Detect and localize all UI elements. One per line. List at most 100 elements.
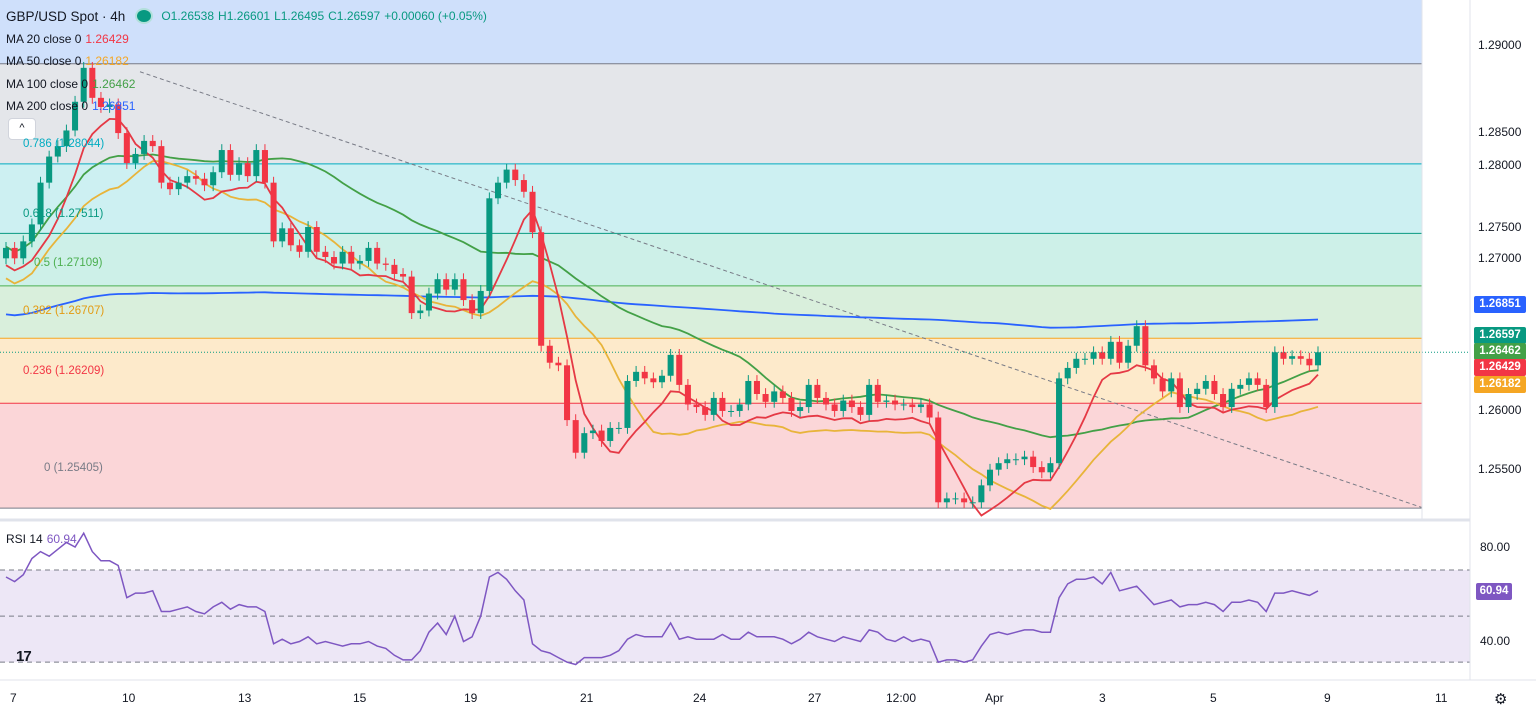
price-tick: 1.27000 [1478, 251, 1522, 265]
candle-body [1159, 378, 1166, 392]
candle-body [469, 300, 476, 314]
candle [788, 392, 795, 417]
candle [1056, 372, 1063, 470]
candle-body [866, 384, 873, 415]
candle [1254, 372, 1261, 391]
candle [443, 273, 450, 296]
candle [1211, 375, 1218, 400]
candle-body [123, 133, 130, 164]
fib-zone [0, 63, 1422, 164]
candle [1306, 352, 1313, 372]
fib-zone [0, 0, 1422, 64]
candle [287, 222, 294, 252]
candle [797, 401, 804, 417]
candle [822, 392, 830, 411]
candle-body [236, 163, 243, 175]
candle [883, 394, 890, 408]
candle-body [1202, 380, 1209, 389]
ohlc-low: L1.26495 [274, 9, 325, 23]
candle [339, 245, 346, 270]
candle-body [1021, 456, 1028, 460]
candle-body [1228, 388, 1235, 408]
candle [305, 221, 312, 258]
time-tick: 27 [808, 691, 822, 705]
candle [1271, 346, 1278, 413]
candle-body [874, 384, 881, 402]
candle-body [1263, 384, 1270, 408]
indicator-ma100[interactable]: MA 100 close 0 1.26462 [4, 74, 137, 94]
candle-body [1168, 378, 1175, 392]
candle [236, 157, 243, 181]
candle-body [1081, 358, 1088, 360]
rsi-value-badge: 60.94 [1476, 583, 1512, 600]
candle-body [460, 279, 467, 301]
candle-body [313, 227, 320, 252]
candle-body [2, 247, 10, 259]
indicator-ma200[interactable]: MA 200 close 0 1.26851 [4, 96, 137, 116]
indicator-ma20[interactable]: MA 20 close 0 1.26429 [4, 29, 131, 49]
candle-body [520, 180, 527, 192]
fib-label-0382: 0.382 (1.26707) [23, 305, 105, 317]
price-tick: 1.28500 [1478, 125, 1522, 139]
candle [175, 176, 182, 196]
candle [374, 242, 381, 270]
time-tick: 10 [122, 691, 136, 705]
rsi-label: RSI 14 [6, 532, 43, 546]
candle-body [89, 67, 96, 98]
candle-body [227, 150, 234, 175]
tradingview-logo-icon[interactable]: 17 [16, 648, 32, 665]
price-tick: 1.28000 [1478, 158, 1522, 172]
candle [97, 91, 104, 113]
rsi-legend[interactable]: RSI 14 60.94 [4, 529, 79, 549]
candle [227, 144, 234, 181]
candle [658, 369, 666, 389]
candle-body [494, 182, 502, 199]
candle-body [555, 362, 562, 366]
candle-body [589, 430, 596, 434]
settings-gear-icon[interactable]: ⚙ [1494, 691, 1508, 708]
candle-body [745, 380, 752, 405]
candle [874, 379, 881, 408]
candle-body [1185, 394, 1192, 408]
candle-body [736, 404, 743, 411]
candle [667, 349, 674, 382]
main-price-pane [0, 0, 1470, 517]
candle-body [797, 407, 804, 411]
candle [892, 394, 899, 411]
candle [952, 492, 959, 505]
candle-body [1306, 358, 1313, 366]
time-tick: 3 [1099, 691, 1106, 705]
candle [1030, 450, 1037, 473]
candle-body [132, 153, 139, 164]
candle-body [1073, 358, 1080, 368]
candle [20, 235, 27, 265]
candle [330, 251, 338, 270]
candle-body [218, 150, 225, 173]
candle-body [702, 407, 709, 415]
candle [1004, 453, 1011, 470]
ma200-line [5, 291, 1319, 329]
candle-body [1289, 356, 1296, 359]
candle [132, 148, 139, 169]
candle-body [270, 182, 277, 242]
indicator-name: MA 20 close 0 [6, 32, 82, 46]
indicator-ma50[interactable]: MA 50 close 0 1.26182 [4, 51, 131, 71]
candle [684, 379, 691, 411]
candle-body [443, 279, 450, 290]
symbol-title[interactable]: GBP/USD Spot · 4h [6, 8, 126, 24]
candle [538, 226, 545, 352]
candle-body [650, 378, 657, 383]
candle [676, 349, 683, 391]
candle-body [512, 169, 519, 181]
ohlc-change: +0.00060 (+0.05%) [384, 9, 487, 23]
candle [469, 294, 476, 319]
collapse-legend-button[interactable]: ^ [8, 118, 36, 140]
indicator-value: 1.26851 [92, 99, 136, 113]
candle-body [986, 469, 994, 486]
candle [512, 163, 519, 186]
candle-body [486, 198, 493, 291]
candle [719, 392, 726, 417]
candle-body [382, 263, 389, 265]
candle [762, 388, 769, 408]
